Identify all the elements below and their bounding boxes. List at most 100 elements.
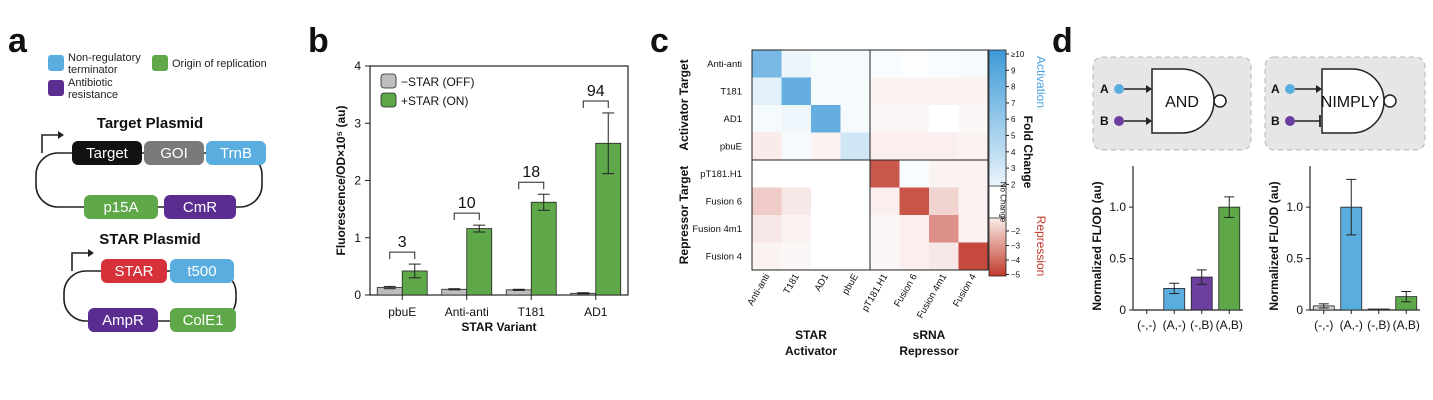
chart-b-bar (466, 228, 493, 296)
heatmap-cell (811, 132, 841, 161)
heatmap-col-label: Fusion 6 (892, 272, 920, 309)
chart-d-ylabel: Normalized FL/OD (au) (1267, 181, 1281, 310)
heatmap-cell (958, 50, 989, 78)
heatmap-cell (781, 105, 812, 133)
legend-terminator-line1: Non-regulatory (68, 52, 141, 64)
heatmap-cell (781, 242, 812, 271)
nimply-input-b-dot (1285, 116, 1295, 126)
heatmap-cell (781, 132, 812, 161)
chart-b-legend-label: +STAR (ON) (401, 94, 468, 108)
chart-b-legend-swatch (380, 92, 397, 108)
heatmap-cell (811, 160, 841, 188)
and-input-b-dot (1114, 116, 1124, 126)
heatmap-col-label: T181 (781, 272, 801, 296)
legend-swatch-origin (152, 55, 168, 71)
panel-label-b: b (308, 22, 329, 60)
heatmap-row-label: T181 (720, 86, 742, 97)
chart-d-category-label: (-,B) (1190, 318, 1213, 332)
heatmap-cell (752, 187, 782, 216)
star-part-ampr (88, 308, 158, 332)
heatmap-cell (958, 215, 989, 243)
heatmap-cell (781, 50, 812, 78)
and-gate-output-bubble (1213, 94, 1227, 108)
chart-b-bar (530, 201, 557, 296)
heatmap-cell (870, 77, 900, 106)
colorbar-no-change-label: No Change (999, 182, 1008, 223)
and-input-a-dot (1114, 84, 1124, 94)
heatmap-cell (929, 187, 959, 216)
heatmap-colgroup-label: Repressor (899, 344, 959, 358)
chart-d-ylabel: Normalized FL/OD (au) (1090, 181, 1104, 310)
chart-b-fold-label: 94 (587, 83, 605, 100)
target-part-cmr (164, 195, 236, 219)
heatmap-cell (958, 160, 989, 188)
chart-d-category-label: (A,B) (1393, 318, 1420, 332)
panel-label-d: d (1052, 22, 1073, 60)
chart-b-fold-bracket (453, 212, 480, 221)
target-plasmid-title: Target Plasmid (97, 115, 203, 132)
chart-b-fold-bracket (389, 251, 416, 260)
heatmap-rowgroup-repressor: Repressor Target (677, 166, 691, 264)
heatmap-cell (811, 215, 841, 243)
chart-b-legend-label: −STAR (OFF) (401, 75, 474, 89)
heatmap-cell (781, 215, 812, 243)
heatmap-cell (929, 77, 959, 106)
heatmap-cell (929, 50, 959, 78)
chart-d-ytick-label: 1.0 (1109, 200, 1126, 214)
heatmap-cell (958, 77, 989, 106)
chart-d-ytick-label: 0.5 (1109, 252, 1126, 266)
colorbar-repression-label: Repression (1034, 216, 1048, 277)
heatmap-cell (811, 187, 841, 216)
heatmap-row-label: Fusion 4m1 (692, 224, 742, 235)
legend-swatch-resistance (48, 80, 64, 96)
heatmap-row-label: AD1 (724, 114, 742, 125)
heatmap-cell (958, 105, 989, 133)
star-promoter-arrow (71, 252, 88, 271)
colorbar-frame (988, 49, 1007, 277)
heatmap-cell (958, 187, 989, 216)
colorbar-tick-label: 3 (1011, 164, 1016, 173)
heatmap-cell (899, 77, 930, 106)
colorbar-fold-change-label: Fold Change (1021, 116, 1035, 189)
heatmap-cell (929, 105, 959, 133)
heatmap-rowgroup-activator: Activator Target (677, 59, 691, 150)
heatmap-cell (781, 77, 812, 106)
heatmap-col-label: Fusion 4 (951, 272, 979, 309)
legend-swatch-terminator (48, 55, 64, 71)
star-part-ampr-label: AmpR (102, 312, 144, 329)
heatmap-cell (870, 242, 900, 271)
colorbar-tick-label: −2 (1011, 227, 1021, 236)
chart-b-legend-swatch (380, 73, 397, 89)
heatmap-col-label: Anti-anti (745, 272, 772, 308)
heatmap-cell (811, 105, 841, 133)
nimply-input-a-arrowhead (1316, 85, 1322, 93)
and-input-a-arrowhead (1146, 85, 1152, 93)
colorbar-tick-label: 5 (1011, 132, 1016, 141)
heatmap-cell (811, 242, 841, 271)
colorbar-tick-label: 2 (1011, 180, 1016, 189)
target-part-cmr-label: CmR (183, 199, 217, 216)
heatmap-cell (752, 77, 782, 106)
colorbar-tick-label: 6 (1011, 115, 1016, 124)
heatmap-cell (840, 77, 871, 106)
colorbar-tick-label: −4 (1011, 256, 1021, 265)
panel-label-a: a (8, 22, 28, 60)
legend-resistance-line2: resistance (68, 89, 118, 101)
target-part-trnb (206, 141, 266, 165)
heatmap-cell (840, 215, 871, 243)
chart-b-ytick-label: 0 (354, 288, 361, 302)
heatmap-cell (870, 187, 900, 216)
heatmap-cell (781, 160, 812, 188)
heatmap-col-label: AD1 (813, 272, 832, 294)
heatmap-cell (958, 242, 989, 271)
chart-b-category-label: AD1 (584, 305, 608, 319)
heatmap-cell (929, 215, 959, 243)
target-promoter-arrow (41, 134, 58, 153)
heatmap-cell (899, 50, 930, 78)
heatmap-cell (840, 187, 871, 216)
heatmap-row-label: Anti-anti (707, 59, 742, 70)
heatmap-cell (870, 160, 900, 188)
heatmap-colgroup-label: Activator (785, 344, 837, 358)
colorbar-tick-label: 9 (1011, 66, 1016, 75)
